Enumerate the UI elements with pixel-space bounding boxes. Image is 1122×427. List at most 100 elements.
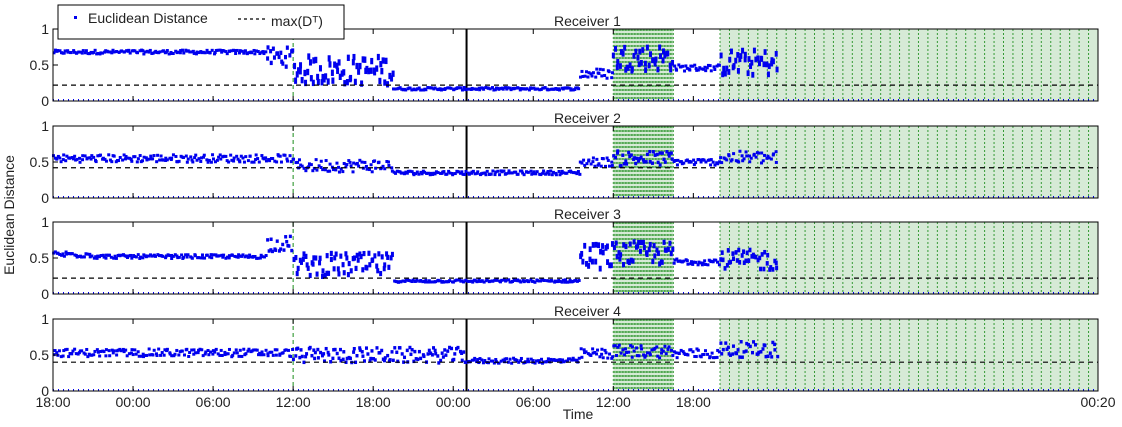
data-point — [145, 353, 149, 357]
data-point — [380, 348, 384, 353]
data-point — [721, 71, 725, 78]
data-point — [237, 354, 241, 358]
data-point — [65, 154, 69, 158]
data-point — [653, 253, 657, 259]
data-point — [694, 355, 698, 359]
data-point — [101, 253, 105, 257]
data-point — [90, 353, 94, 357]
data-point — [193, 254, 197, 258]
data-point — [417, 86, 421, 90]
data-point — [760, 151, 764, 155]
data-point — [408, 169, 412, 173]
data-point — [311, 261, 315, 267]
data-point — [290, 248, 294, 253]
data-point — [81, 49, 85, 53]
data-point — [341, 262, 345, 268]
data-point — [608, 262, 612, 269]
data-point — [455, 86, 459, 90]
data-point — [219, 348, 223, 352]
data-point — [125, 354, 129, 358]
data-point — [664, 247, 668, 253]
data-point — [330, 69, 334, 76]
data-point — [611, 355, 615, 359]
data-point — [417, 172, 421, 176]
data-point — [243, 49, 247, 53]
data-point — [308, 59, 312, 66]
data-point — [395, 350, 399, 355]
data-point — [478, 357, 482, 361]
data-point — [535, 359, 539, 363]
data-point — [286, 348, 290, 352]
data-point — [675, 257, 679, 261]
data-point — [185, 255, 189, 259]
data-point — [702, 158, 706, 162]
x-tick-label: 12:00 — [276, 394, 311, 410]
data-point — [235, 48, 239, 52]
data-point — [165, 347, 169, 351]
data-point — [108, 354, 112, 358]
data-point — [264, 50, 268, 54]
data-point — [640, 347, 644, 351]
data-point — [347, 260, 351, 267]
data-point — [354, 360, 358, 365]
data-point — [333, 347, 337, 352]
data-point — [324, 346, 328, 351]
data-point — [260, 255, 264, 259]
data-point — [748, 154, 752, 158]
data-point — [266, 238, 270, 242]
data-point — [394, 171, 398, 175]
data-point — [579, 347, 583, 351]
data-point — [199, 256, 203, 260]
data-point — [273, 159, 277, 163]
x-axis-label: Time — [563, 406, 594, 422]
data-point — [671, 246, 675, 252]
data-point — [466, 279, 470, 283]
data-point — [662, 48, 666, 55]
data-point — [136, 157, 140, 161]
data-point — [365, 65, 369, 73]
data-point — [606, 259, 610, 265]
data-point — [270, 249, 274, 254]
data-point — [271, 157, 275, 161]
data-point — [358, 62, 362, 70]
data-point — [492, 361, 496, 365]
data-point — [144, 156, 148, 160]
data-point — [371, 357, 375, 361]
data-point — [555, 358, 559, 362]
data-point — [201, 354, 205, 358]
data-point — [629, 344, 633, 348]
data-point — [604, 351, 608, 355]
data-point — [67, 355, 71, 359]
data-point — [494, 86, 498, 90]
data-point — [584, 70, 588, 74]
data-point — [393, 87, 397, 91]
data-point — [725, 158, 729, 162]
data-point — [236, 255, 240, 259]
data-point — [335, 62, 339, 70]
data-point — [494, 358, 498, 362]
data-point — [126, 255, 130, 259]
data-point — [519, 87, 523, 91]
data-point — [725, 65, 729, 72]
data-point — [510, 171, 514, 175]
data-point — [510, 361, 514, 365]
data-point — [701, 261, 705, 265]
data-point — [306, 68, 310, 76]
data-point — [585, 162, 589, 166]
data-point — [763, 49, 767, 55]
data-point — [445, 172, 449, 176]
data-point — [696, 263, 700, 267]
data-point — [636, 54, 640, 61]
data-point — [637, 354, 641, 358]
data-point — [663, 52, 667, 59]
data-point — [419, 356, 423, 361]
data-point — [571, 279, 575, 283]
data-point — [358, 346, 362, 350]
data-point — [580, 161, 584, 165]
data-point — [378, 77, 382, 85]
data-point — [682, 259, 686, 263]
data-point — [675, 68, 679, 72]
data-point — [670, 157, 674, 161]
data-point — [769, 157, 773, 161]
data-point — [262, 52, 266, 56]
